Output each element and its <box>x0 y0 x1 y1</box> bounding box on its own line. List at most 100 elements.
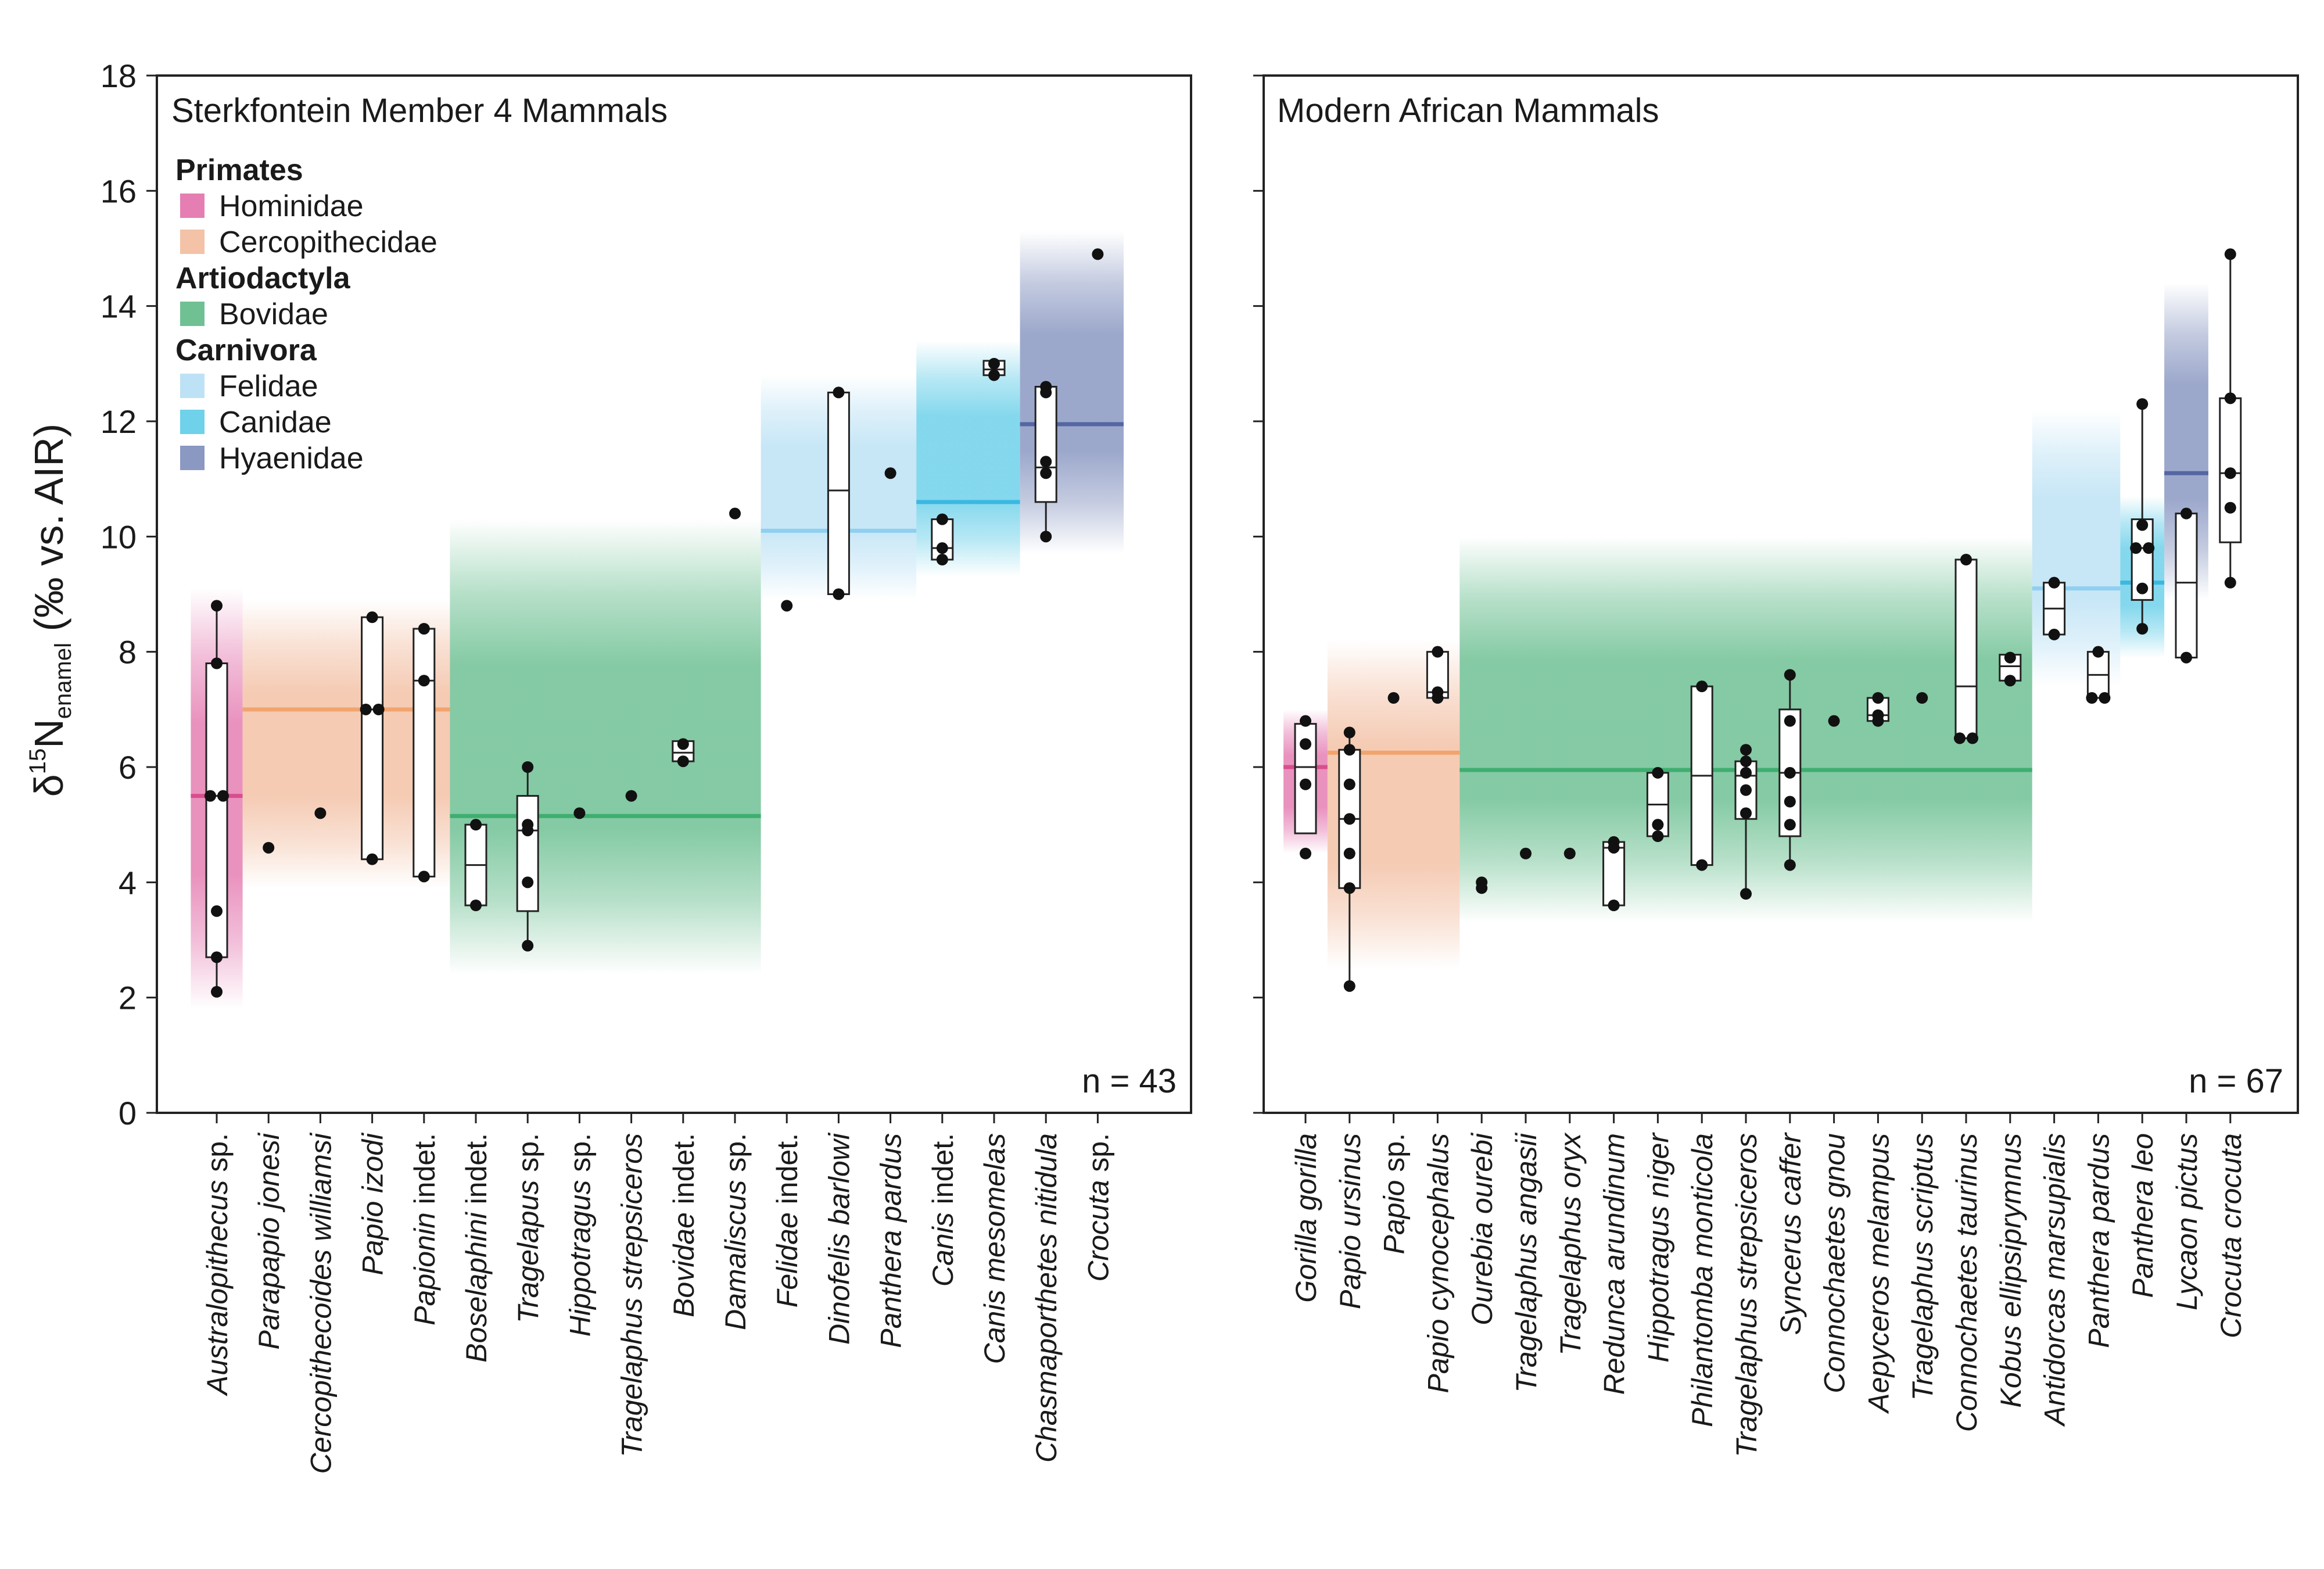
data-point-papio-ursinus <box>1343 882 1355 894</box>
x-tick-label-panthera-pardus: Panthera pardus <box>875 1133 908 1348</box>
data-point-syncerus-caffer <box>1784 859 1796 871</box>
data-point-panthera-pardus <box>2092 646 2104 658</box>
data-point-canis <box>936 513 948 525</box>
data-point-syncerus-caffer <box>1784 796 1796 808</box>
data-point-tragelaphus-strepsiceros <box>1740 888 1752 900</box>
data-point-panthera-pardus <box>2099 692 2111 704</box>
data-point-tragelaphus-strepsiceros <box>1740 766 1752 779</box>
legend-order-primates: Primates <box>175 153 303 187</box>
legend-order-carnivora: Carnivora <box>175 334 317 367</box>
legend-swatch-cercopithecidae <box>180 230 205 254</box>
x-tick-label-redunca-arundinum: Redunca arundinum <box>1598 1133 1631 1395</box>
data-point-hippotragus-niger <box>1652 830 1664 842</box>
data-point-panthera-leo <box>2136 519 2149 531</box>
data-point-syncerus-caffer <box>1784 819 1796 831</box>
data-point-dinofelis-barlowi <box>833 386 845 399</box>
x-tick-label-aepyceros-melampus: Aepyceros melampus <box>1862 1133 1895 1414</box>
x-tick-label-parapapio-jonesi: Parapapio jonesi <box>253 1132 285 1349</box>
data-point-redunca-arundinum <box>1608 900 1620 911</box>
legend-swatch-hyaenidae <box>180 446 205 470</box>
x-tick-label-papio-cynocephalus: Papio cynocephalus <box>1422 1133 1454 1394</box>
x-tick-label-dinofelis-barlowi: Dinofelis barlowi <box>823 1132 855 1345</box>
x-tick-label-papionin: Papionin indet. <box>408 1133 441 1326</box>
data-point-papio-ursinus <box>1343 778 1355 790</box>
y-tick-label: 10 <box>101 518 137 555</box>
x-axis-labels-modern: Gorilla gorilla Papio ursinus Papio sp. Pap… <box>1290 1113 2247 1457</box>
x-tick-label-tragelaphus-angasii: Tragelaphus angasii <box>1510 1132 1543 1392</box>
data-point-crocuta-crocuta <box>2224 501 2236 514</box>
data-point-kobus-ellipsiprymnus <box>2004 675 2016 687</box>
x-tick-label-canis-mesomelas: Canis mesomelas <box>978 1133 1011 1364</box>
data-point-parapapio-jonesi <box>263 841 275 854</box>
data-point-tragelapus <box>522 876 534 889</box>
data-point-tragelaphus-strepsiceros <box>1740 744 1752 756</box>
family-band-felidae <box>2032 410 2121 687</box>
data-point-tragelaphus-scriptus <box>1916 692 1928 704</box>
data-point-tragelaphus-strepsiceros <box>1740 755 1752 768</box>
x-tick-label-antidorcas-marsupialis: Antidorcas marsupialis <box>2039 1133 2071 1427</box>
legend-label-cercopithecidae: Cercopithecidae <box>219 225 437 259</box>
legend: Primates Hominidae Cercopithecidae Artio… <box>175 153 437 475</box>
data-point-connochaetes-taurinus <box>1954 732 1966 744</box>
family-bands-sterkfontein <box>191 231 1124 1009</box>
legend-label-canidae: Canidae <box>219 406 332 439</box>
data-point-crocuta-crocuta <box>2224 248 2236 260</box>
data-point-tragelapus <box>522 825 534 837</box>
data-point-lycaon-pictus <box>2180 651 2192 664</box>
data-point-connochaetes-taurinus <box>1967 732 1978 744</box>
data-point-bovidae <box>677 738 689 750</box>
data-point-gorilla-gorilla <box>1300 778 1311 790</box>
data-point-chasmaporthetes-nitidula <box>1040 467 1052 479</box>
data-point-panthera-leo <box>2136 398 2149 410</box>
data-point-chasmaporthetes-nitidula <box>1040 456 1052 468</box>
taxa-marks-sterkfontein <box>205 248 1104 998</box>
data-point-boselaphini <box>470 819 482 831</box>
x-axis-labels-sterkfontein: Australopithecus sp. Parapapio jonesi Cerc… <box>201 1113 1114 1474</box>
data-point-papio-ursinus <box>1343 744 1355 756</box>
plot-frame-sterkfontein <box>156 74 1192 1114</box>
data-point-tragelaphus-strepsiceros <box>1740 807 1752 819</box>
x-tick-label-tragelapus: Tragelapus sp. <box>512 1133 544 1323</box>
data-point-australopithecus <box>217 790 229 802</box>
data-point-papio-izodi <box>372 703 385 715</box>
y-tick-label: 16 <box>101 173 137 209</box>
data-point-panthera-pardus <box>884 467 896 479</box>
x-tick-label-chasmaporthetes-nitidula: Chasmaporthetes nitidula <box>1030 1133 1063 1463</box>
y-axis-ticks-modern <box>1253 74 1264 1114</box>
x-tick-label-lycaon-pictus: Lycaon pictus <box>2171 1133 2203 1310</box>
box-panthera-leo <box>2131 518 2154 601</box>
legend-swatch-canidae <box>180 410 205 434</box>
legend-swatch-felidae <box>180 374 205 398</box>
data-point-hippotragus-niger <box>1652 819 1664 831</box>
data-point-connochaetes-gnou <box>1828 715 1840 727</box>
data-point-australopithecus <box>211 657 223 669</box>
data-point-gorilla-gorilla <box>1300 847 1311 859</box>
y-tick-label: 2 <box>119 980 137 1016</box>
n-label-sterkfontein: n = 43 <box>1082 1062 1177 1100</box>
x-tick-label-philantomba-monticola: Philantomba monticola <box>1686 1133 1719 1427</box>
data-point-hippotragus <box>573 807 586 819</box>
plot-frame-modern <box>1263 74 2299 1114</box>
data-point-tragelaphus-strepsiceros <box>1740 784 1752 796</box>
y-tick-label: 18 <box>101 58 137 94</box>
n-label-modern: n = 67 <box>2189 1062 2283 1100</box>
y-tick-label: 6 <box>119 749 137 786</box>
data-point-antidorcas-marsupialis <box>2048 628 2060 640</box>
x-tick-label-papio: Papio sp. <box>1378 1133 1411 1254</box>
x-tick-label-tragelaphus-oryx: Tragelaphus oryx <box>1554 1132 1587 1356</box>
data-point-panthera-leo <box>2136 623 2149 635</box>
data-point-papio <box>1387 692 1400 704</box>
x-tick-label-tragelaphus-strepsiceros: Tragelaphus strepsiceros <box>1730 1133 1763 1457</box>
data-point-panthera-pardus <box>2086 692 2098 704</box>
data-point-bovidae <box>677 755 689 768</box>
y-axis-label: δ15Nenamel (‰ vs. AIR) <box>25 424 76 797</box>
data-point-australopithecus <box>211 951 223 963</box>
data-point-canis-mesomelas <box>988 369 1000 381</box>
data-point-antidorcas-marsupialis <box>2048 576 2060 589</box>
box-tragelapus <box>516 795 539 912</box>
data-point-syncerus-caffer <box>1784 766 1796 779</box>
x-tick-label-connochaetes-taurinus: Connochaetes taurinus <box>1950 1133 1983 1432</box>
box-dinofelis-barlowi <box>827 391 850 596</box>
data-point-crocuta-crocuta <box>2224 392 2236 404</box>
x-tick-label-bovidae: Bovidae indet. <box>668 1133 700 1317</box>
